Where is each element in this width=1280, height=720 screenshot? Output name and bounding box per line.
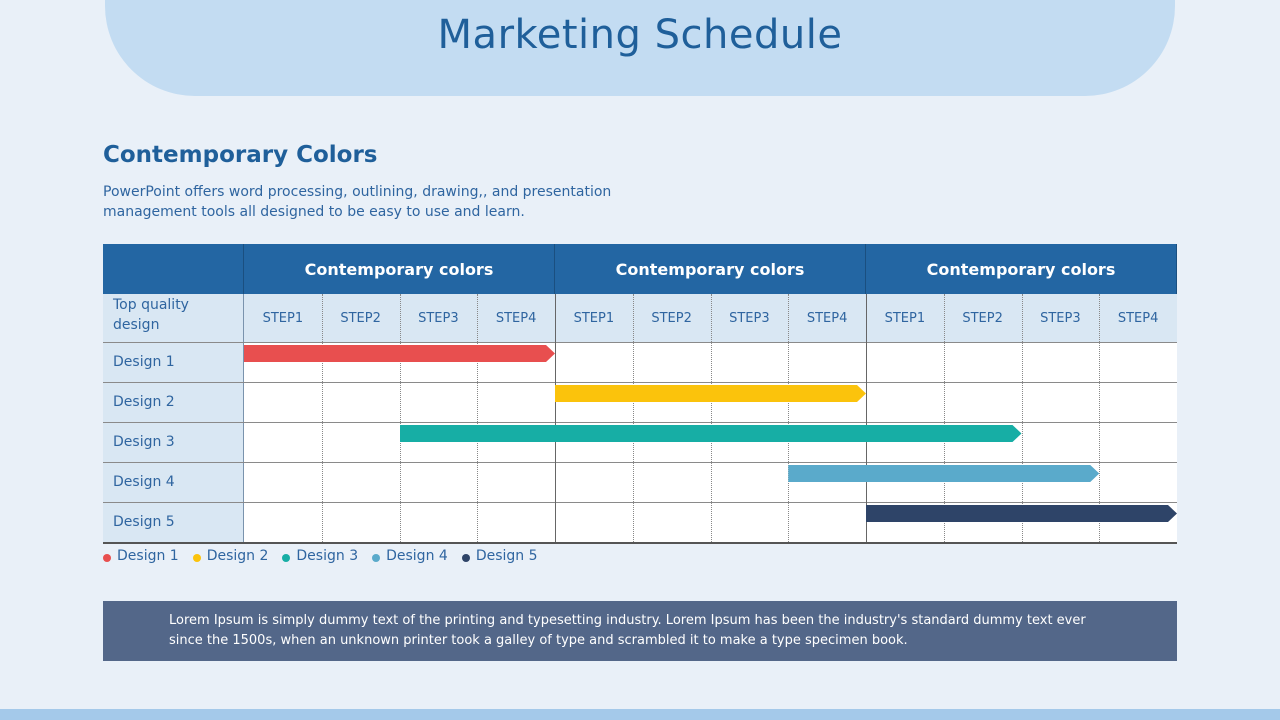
legend-label: Design 1 [117,548,179,564]
step-label: STEP3 [399,294,478,342]
step-label: STEP1 [244,294,322,342]
column-divider [866,294,867,542]
column-divider [943,294,945,542]
column-divider [1099,294,1101,542]
column-divider [555,294,556,542]
row-label: Design 4 [103,462,244,502]
column-divider [1021,294,1023,542]
legend-label: Design 3 [296,548,359,564]
column-divider [632,294,634,542]
gantt-chart: Contemporary colors Contemporary colors Co… [103,244,1177,544]
column-divider [399,294,401,542]
gantt-bar [788,465,1099,482]
row-divider [103,462,1177,463]
footer-text-box: Lorem Ipsum is simply dummy text of the … [103,601,1177,661]
section-title: Contemporary Colors [103,142,378,168]
group-header: Contemporary colors [555,244,866,294]
legend-dot-icon [192,553,201,562]
row-divider [103,382,1177,383]
step-label: STEP1 [866,294,944,342]
section-description: PowerPoint offers word processing, outli… [103,184,612,220]
step-label: STEP3 [1021,294,1100,342]
chart-legend: Design 1 Design 2 Design 3 Design 4 Design 5 [103,548,538,564]
legend-item: Design 5 [461,548,538,564]
legend-item: Design 1 [103,548,179,564]
step-label: STEP2 [321,294,400,342]
column-divider [477,294,479,542]
legend-item: Design 3 [282,548,358,564]
legend-dot-icon [372,553,381,562]
gantt-bar [400,425,1022,442]
legend-item: Design 2 [192,548,269,564]
group-header: Contemporary colors [244,244,555,294]
row-divider [103,502,1177,503]
row-label: Design 1 [103,342,244,382]
row-label: Design 3 [103,422,244,462]
legend-dot-icon [461,553,470,562]
row-divider [103,422,1177,423]
step-label: STEP2 [943,294,1022,342]
step-label: STEP4 [477,294,555,342]
gantt-bar [244,345,555,362]
gantt-bar [555,385,866,402]
page-title: Marketing Schedule [437,12,843,58]
step-label: STEP4 [788,294,866,342]
corner-label: Top quality design [103,294,244,342]
step-label: STEP3 [710,294,789,342]
legend-label: Design 2 [206,548,269,564]
footer-text: Lorem Ipsum is simply dummy text of the … [169,613,1086,648]
legend-label: Design 5 [475,548,538,564]
column-divider [788,294,790,542]
legend-label: Design 4 [386,548,448,564]
step-label: STEP2 [632,294,711,342]
group-header: Contemporary colors [866,244,1177,294]
row-divider [103,342,1177,343]
legend-dot-icon [103,553,111,562]
step-label: STEP4 [1099,294,1177,342]
column-divider [710,294,712,542]
header-corner [103,244,244,294]
legend-item: Design 4 [372,548,448,564]
step-label: STEP1 [555,294,633,342]
bottom-strip [0,709,1280,720]
legend-dot-icon [282,553,291,562]
column-divider [321,294,323,542]
gantt-bar [866,505,1177,522]
title-banner [105,0,1175,96]
row-label: Design 5 [103,502,244,542]
row-label: Design 2 [103,382,244,422]
row-divider [103,542,1177,544]
